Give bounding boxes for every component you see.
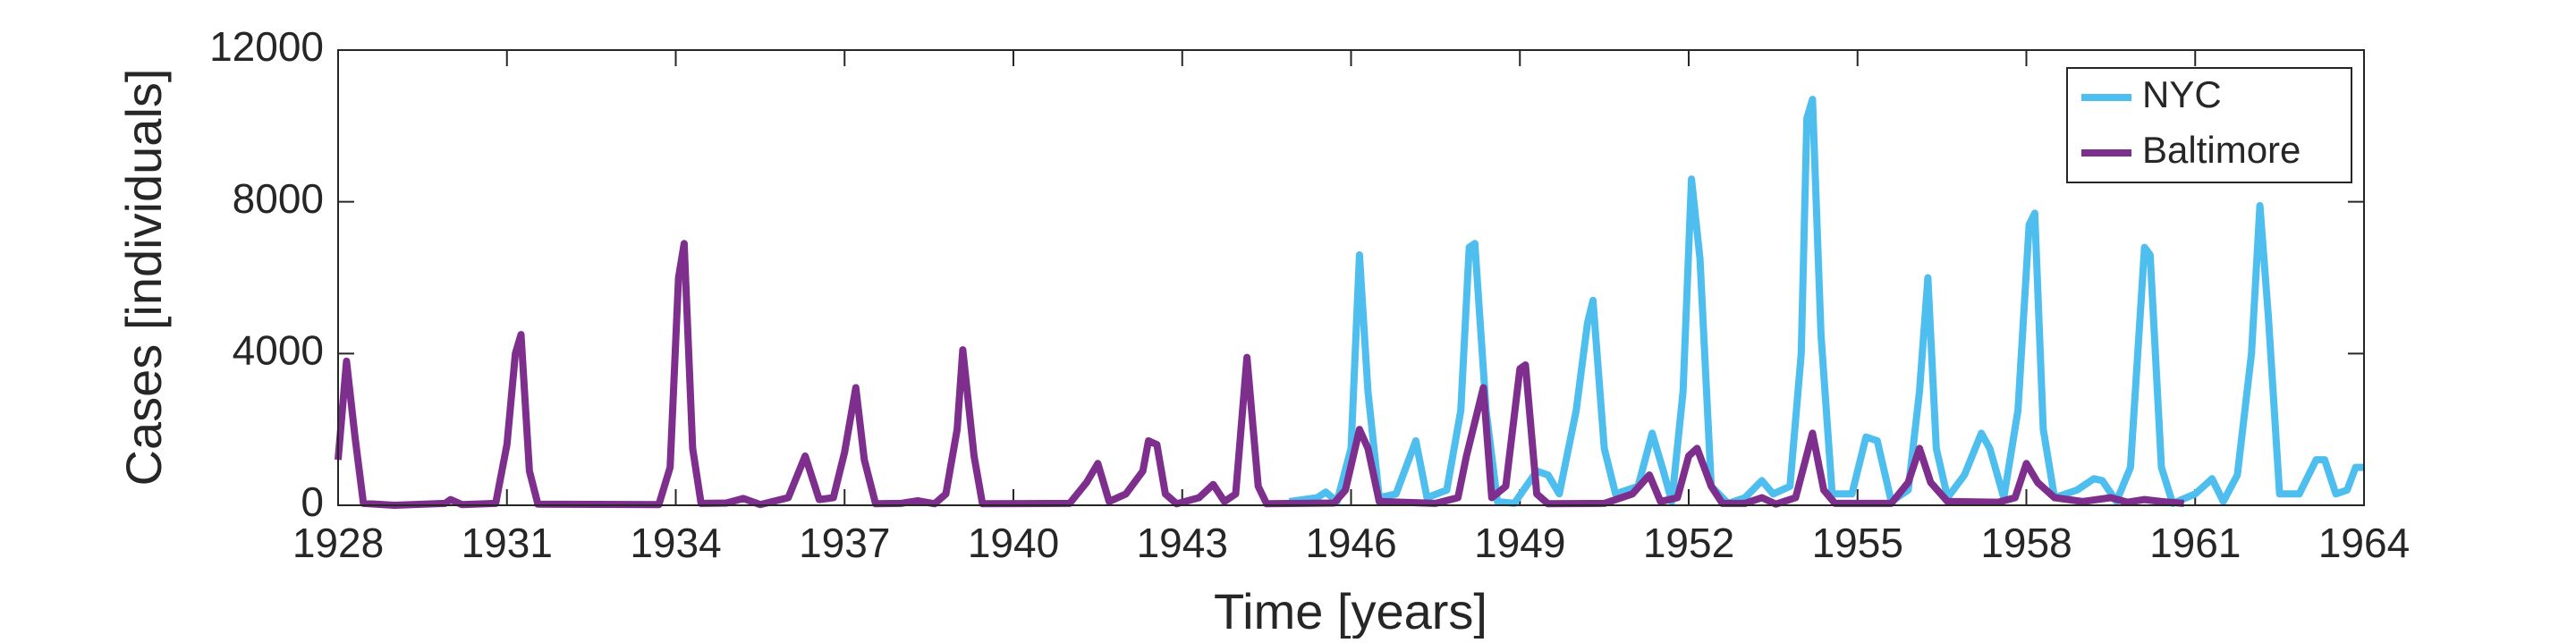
plot-frame (337, 49, 2365, 506)
legend-label: Baltimore (2142, 129, 2301, 171)
x-tick-label: 1961 (2149, 520, 2241, 566)
x-tick-label: 1949 (1474, 520, 1565, 566)
legend-label: NYC (2142, 73, 2222, 115)
x-tick-label: 1946 (1305, 520, 1396, 566)
x-tick-label: 1952 (1643, 520, 1734, 566)
x-tick-label: 1943 (1137, 520, 1228, 566)
series-line (335, 240, 2185, 509)
x-axis-label: Time [years] (1214, 583, 1487, 639)
legend-box (2066, 67, 2352, 183)
y-tick-label: 8000 (233, 175, 324, 222)
y-tick-label: 4000 (233, 326, 324, 373)
y-tick-label: 0 (301, 478, 324, 525)
x-tick-label: 1934 (630, 520, 721, 566)
x-tick-label: 1937 (799, 520, 890, 566)
x-tick-label: 1955 (1812, 520, 1903, 566)
x-tick-label: 1928 (292, 520, 384, 566)
y-axis-label: Cases [individuals] (115, 69, 172, 486)
series-line (1288, 96, 2364, 507)
x-tick-label: 1940 (968, 520, 1059, 566)
x-tick-label: 1964 (2318, 520, 2410, 566)
y-tick-label: 12000 (209, 23, 324, 70)
x-tick-label: 1931 (462, 520, 553, 566)
x-tick-label: 1958 (1980, 520, 2072, 566)
